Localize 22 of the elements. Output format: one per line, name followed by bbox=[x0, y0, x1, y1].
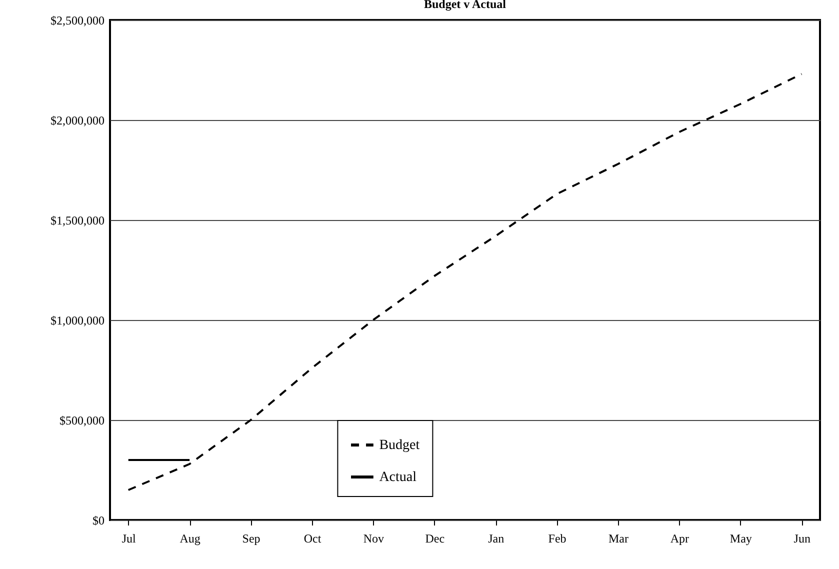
y-tick-label: $1,500,000 bbox=[50, 214, 104, 228]
x-tick-label: Sep bbox=[242, 532, 260, 546]
x-tick-label: May bbox=[730, 532, 752, 546]
x-tick-label: Oct bbox=[304, 532, 322, 546]
y-tick-label: $1,000,000 bbox=[50, 314, 104, 328]
x-tick-label: Aug bbox=[180, 532, 200, 546]
line-series bbox=[127, 73, 803, 491]
x-tick-label: Apr bbox=[670, 532, 690, 546]
x-tick-label: Jul bbox=[122, 532, 137, 546]
x-tick-label: Mar bbox=[608, 532, 629, 546]
chart-title: Budget v Actual bbox=[424, 0, 507, 11]
y-tick-label: $500,000 bbox=[60, 414, 104, 428]
x-tick-label: Feb bbox=[548, 532, 566, 546]
x-tick-label: Nov bbox=[363, 532, 384, 546]
y-tick-label: $2,500,000 bbox=[50, 14, 104, 28]
x-tick-label: Jun bbox=[794, 532, 810, 546]
legend-label: Actual bbox=[379, 470, 417, 485]
x-tick-label: Dec bbox=[425, 532, 445, 546]
y-tick-label: $0 bbox=[92, 514, 104, 528]
y-tick-label: $2,000,000 bbox=[50, 114, 104, 128]
x-tick-label: Jan bbox=[488, 532, 504, 546]
legend-label: Budget bbox=[379, 438, 420, 453]
